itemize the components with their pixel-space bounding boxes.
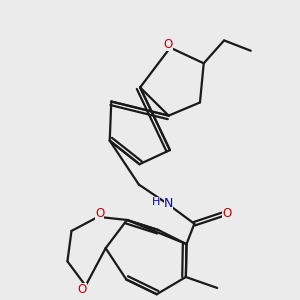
Text: N: N [164,197,173,211]
Text: H: H [152,197,160,207]
Text: O: O [222,207,231,220]
Text: O: O [78,283,87,296]
Text: O: O [95,207,104,220]
Text: O: O [163,38,172,52]
